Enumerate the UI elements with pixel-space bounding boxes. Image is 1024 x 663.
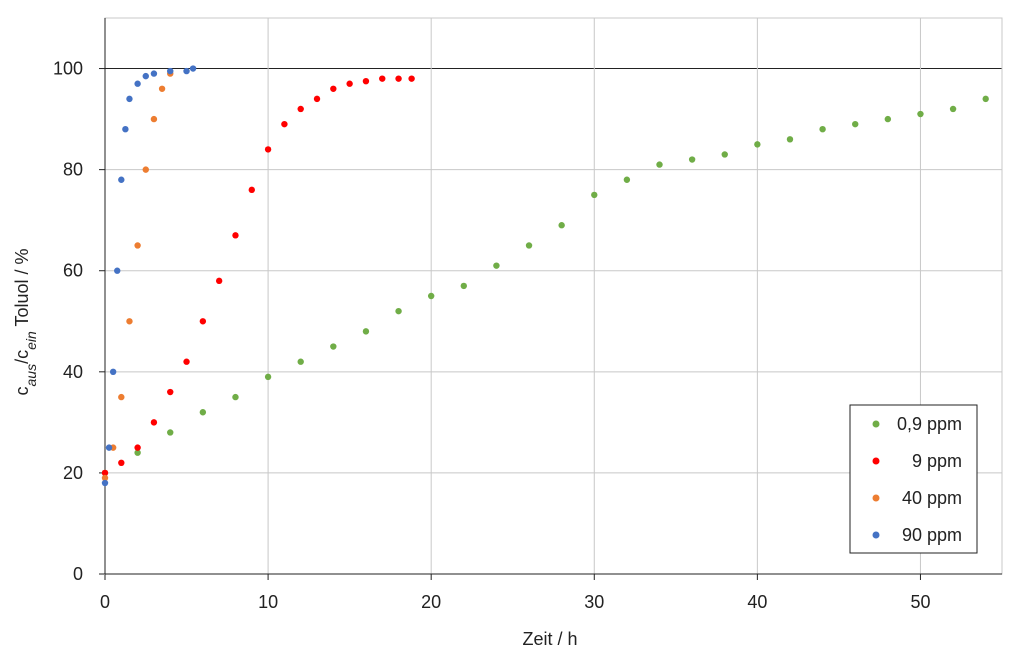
data-point bbox=[150, 419, 158, 426]
data-point bbox=[330, 343, 337, 350]
data-point bbox=[122, 126, 129, 133]
data-point bbox=[460, 282, 467, 290]
data-point bbox=[819, 126, 826, 133]
data-point bbox=[232, 232, 239, 239]
data-point bbox=[183, 67, 190, 75]
x-tick-label: 30 bbox=[584, 592, 604, 612]
data-point bbox=[297, 358, 304, 365]
legend-label: 0,9 ppm bbox=[897, 414, 962, 434]
y-tick-label: 100 bbox=[53, 59, 83, 79]
legend-label: 40 ppm bbox=[902, 488, 962, 508]
data-point bbox=[101, 469, 109, 477]
data-point bbox=[379, 75, 386, 82]
data-point bbox=[167, 388, 174, 396]
y-label-part: c bbox=[12, 387, 32, 396]
data-point bbox=[395, 75, 402, 82]
data-point bbox=[215, 277, 223, 285]
data-point bbox=[264, 373, 272, 381]
data-point bbox=[199, 318, 207, 325]
data-point bbox=[134, 444, 141, 451]
y-tick-label: 20 bbox=[63, 463, 83, 483]
data-point bbox=[183, 358, 190, 365]
data-point bbox=[949, 105, 957, 113]
y-label-subscript: ein bbox=[23, 331, 39, 350]
data-point bbox=[786, 136, 794, 143]
data-point bbox=[232, 393, 239, 401]
data-point bbox=[297, 105, 304, 113]
y-tick-label: 0 bbox=[73, 564, 83, 584]
legend-label: 9 ppm bbox=[912, 451, 962, 471]
data-point bbox=[134, 242, 141, 249]
y-label-part: Toluol / % bbox=[12, 249, 32, 332]
legend-marker bbox=[872, 531, 880, 539]
data-point bbox=[105, 444, 113, 451]
data-point bbox=[264, 146, 272, 153]
data-point bbox=[754, 141, 761, 148]
data-point bbox=[101, 474, 109, 482]
y-axis-label: caus/cein Toluol / % bbox=[12, 249, 39, 396]
x-tick-label: 10 bbox=[258, 592, 278, 612]
x-tick-label: 40 bbox=[747, 592, 767, 612]
legend-box bbox=[849, 404, 978, 554]
legend-marker bbox=[872, 457, 880, 465]
data-point bbox=[134, 449, 141, 456]
data-point bbox=[158, 85, 166, 92]
data-point bbox=[126, 95, 133, 103]
data-point bbox=[656, 161, 663, 168]
data-point bbox=[982, 95, 989, 103]
data-point bbox=[134, 80, 141, 87]
data-point bbox=[114, 267, 121, 274]
legend-label: 90 ppm bbox=[902, 525, 962, 545]
data-point bbox=[884, 115, 892, 123]
data-point bbox=[313, 95, 321, 103]
data-point bbox=[591, 191, 598, 199]
x-tick-label: 50 bbox=[910, 592, 930, 612]
data-point bbox=[167, 429, 174, 436]
data-point bbox=[150, 70, 158, 77]
data-point bbox=[721, 151, 728, 158]
y-label-subscript: aus bbox=[23, 364, 39, 387]
data-point bbox=[395, 307, 402, 315]
data-point bbox=[199, 409, 207, 416]
data-point bbox=[167, 67, 174, 75]
y-label-part: /c bbox=[12, 350, 32, 364]
data-point bbox=[688, 156, 696, 163]
data-point bbox=[346, 80, 353, 87]
data-point bbox=[917, 110, 924, 118]
data-point bbox=[101, 479, 109, 487]
data-point bbox=[362, 328, 370, 335]
data-point bbox=[408, 75, 415, 82]
y-tick-label: 80 bbox=[63, 160, 83, 180]
data-point bbox=[852, 120, 859, 128]
x-axis-label: Zeit / h bbox=[522, 629, 577, 649]
data-point bbox=[118, 459, 125, 466]
data-point bbox=[281, 120, 288, 128]
data-point bbox=[558, 222, 565, 229]
data-point bbox=[118, 176, 125, 183]
x-tick-label: 0 bbox=[100, 592, 110, 612]
legend-marker bbox=[872, 494, 880, 502]
data-point bbox=[362, 77, 370, 85]
data-point bbox=[150, 115, 158, 123]
x-tick-label: 20 bbox=[421, 592, 441, 612]
data-point bbox=[126, 318, 133, 325]
legend-marker bbox=[872, 420, 880, 428]
data-point bbox=[330, 85, 337, 92]
data-point bbox=[525, 242, 533, 249]
y-tick-label: 60 bbox=[63, 261, 83, 281]
data-point bbox=[142, 166, 149, 173]
data-point bbox=[248, 186, 255, 194]
y-tick-label: 40 bbox=[63, 362, 83, 382]
data-point bbox=[427, 292, 435, 300]
data-point bbox=[109, 368, 117, 376]
data-point bbox=[118, 393, 125, 401]
data-point bbox=[189, 65, 197, 72]
data-point bbox=[623, 176, 631, 183]
data-point bbox=[493, 262, 500, 269]
data-point bbox=[142, 72, 149, 80]
